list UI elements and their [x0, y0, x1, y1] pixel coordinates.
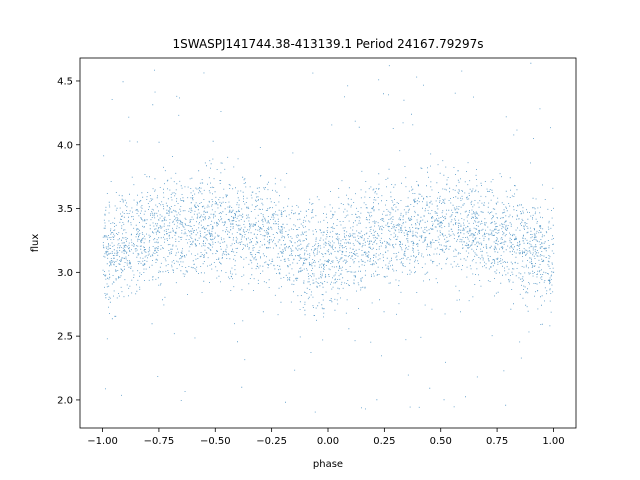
y-tick-label: 3.0 [57, 268, 73, 279]
x-tick-label: −0.25 [256, 436, 287, 447]
y-tick-label: 4.0 [57, 140, 73, 151]
x-tick-label: −1.00 [87, 436, 118, 447]
y-tick-label: 4.5 [57, 76, 73, 87]
x-tick-label: 1.00 [542, 436, 564, 447]
x-tick-label: −0.50 [200, 436, 231, 447]
x-tick-label: 0.00 [317, 436, 339, 447]
x-axis-label: phase [313, 459, 343, 470]
y-axis-label: flux [30, 234, 41, 253]
y-tick-label: 2.5 [57, 332, 73, 343]
y-tick-label: 2.0 [57, 395, 73, 406]
x-tick-label: 0.75 [486, 436, 508, 447]
chart-title: 1SWASPJ141744.38-413139.1 Period 24167.7… [172, 37, 483, 51]
y-axis-ticks: 2.0 2.5 3.0 3.5 4.0 4.5 [57, 76, 80, 406]
x-tick-label: 0.25 [373, 436, 395, 447]
x-axis-ticks: −1.00 −0.75 −0.50 −0.25 0.00 0.25 0.50 0.75 1.00 [87, 428, 565, 447]
x-tick-label: 0.50 [430, 436, 452, 447]
y-tick-label: 3.5 [57, 204, 73, 215]
x-tick-label: −0.75 [144, 436, 175, 447]
